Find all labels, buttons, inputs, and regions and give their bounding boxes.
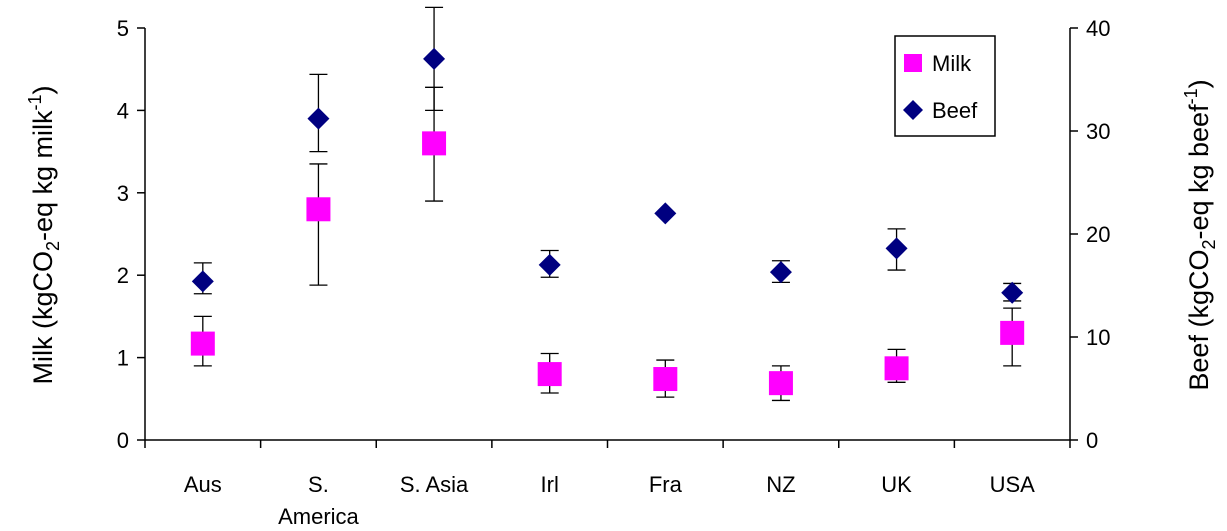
milk-point [306,197,331,222]
y-right-tick-label: 30 [1086,119,1110,144]
milk-point [190,331,215,356]
milk-point [653,367,678,392]
y-left-tick-label: 5 [117,16,129,41]
x-tick-label: UK [881,472,912,497]
y-left-tick-label: 2 [117,263,129,288]
y-left-tick-label: 0 [117,428,129,453]
legend-beef-marker [903,100,923,120]
y-right-tick-label: 20 [1086,222,1110,247]
milk-point [422,131,447,156]
milk-point [537,362,562,387]
beef-point [769,261,792,284]
x-tick-label: Aus [184,472,222,497]
y-right-tick-label: 0 [1086,428,1098,453]
axes: 0 1 2 3 4 5 0 10 20 30 40 Aus S. America S. Asia Irl Fra… [117,16,1111,529]
y-axis-right-title: Beef (kgCO2-eq kg beef-1) [1181,79,1219,390]
y-left-tick-label: 1 [117,346,129,371]
x-tick-label: NZ [766,472,795,497]
x-tick-label: S. Asia [400,472,469,497]
beef-point [423,47,446,70]
x-tick-label: USA [990,472,1036,497]
y-right-tick-label: 40 [1086,16,1110,41]
legend-box [894,35,996,137]
beef-point [885,237,908,260]
legend-milk-marker [904,54,922,72]
milk-point [884,356,909,381]
y-axis-left-title: Milk (kgCO2-eq kg milk-1) [25,85,63,384]
beef-point [1001,281,1024,304]
data-marks [190,6,1025,402]
legend-beef-label: Beef [932,98,978,123]
beef-point [538,253,561,276]
y-right-tick-label: 10 [1086,325,1110,350]
milk-error-bar [309,163,328,286]
x-tick-label: Irl [541,472,559,497]
milk-point [1000,320,1025,345]
legend-milk-label: Milk [932,51,972,76]
x-tick-label: S. America [278,472,359,529]
x-tick-label: Fra [649,472,683,497]
beef-point [654,202,677,225]
legend: Milk Beef [894,35,996,137]
y-left-tick-label: 4 [117,98,129,123]
y-left-tick-label: 3 [117,181,129,206]
milk-point [768,371,793,396]
beef-point [307,107,330,130]
beef-point [191,270,214,293]
